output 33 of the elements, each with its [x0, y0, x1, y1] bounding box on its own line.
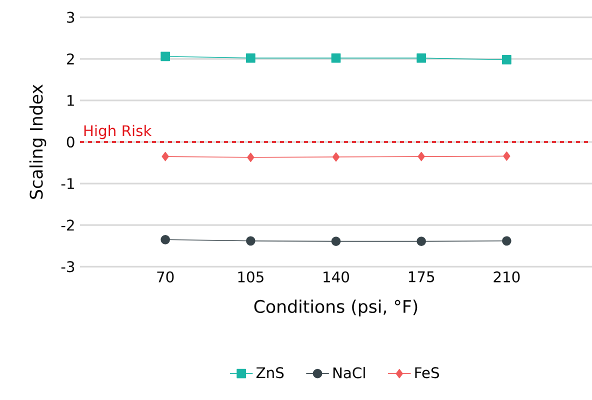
y-tick-label: -3	[61, 261, 74, 272]
point	[331, 236, 341, 246]
legend-label: NaCl	[333, 367, 365, 378]
legend-label: ZnS	[256, 367, 284, 378]
point	[246, 236, 256, 246]
point	[332, 152, 340, 162]
y-tick-label: -2	[61, 220, 74, 231]
point	[503, 151, 510, 161]
point	[502, 236, 512, 246]
y-tick-label: 1	[68, 95, 74, 106]
y-tick-label: 0	[66, 136, 74, 148]
point	[160, 52, 170, 62]
x-tick-label: 105	[238, 271, 264, 282]
x-tick-label: 70	[157, 271, 174, 282]
point	[246, 53, 256, 63]
x-tick-label: 175	[408, 271, 434, 282]
point	[416, 53, 426, 63]
y-tick-label: 3	[67, 12, 74, 23]
legend-label: FeS	[415, 367, 439, 378]
x-tick-label: 210	[494, 271, 520, 282]
point	[160, 234, 170, 244]
x-axis-title: Conditions (psi, °F)	[254, 300, 418, 316]
x-tick-label: 140	[324, 271, 350, 282]
point	[416, 236, 426, 246]
point	[331, 53, 341, 63]
ref-line-label: High Risk	[84, 124, 152, 140]
y-tick-label: 2	[67, 53, 74, 64]
point	[502, 55, 512, 64]
y-axis-title: Scaling Index	[29, 84, 46, 199]
point	[162, 152, 169, 162]
point	[247, 152, 254, 162]
y-tick-label: -1	[61, 178, 74, 189]
point	[418, 152, 425, 162]
